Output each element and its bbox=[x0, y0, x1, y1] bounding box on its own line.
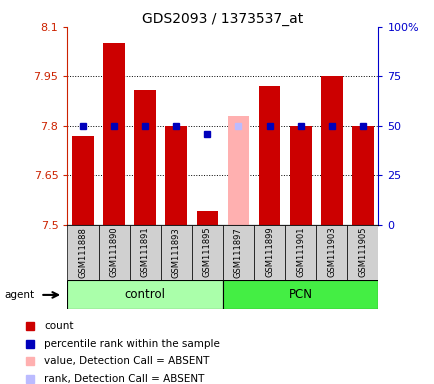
Text: GSM111901: GSM111901 bbox=[296, 227, 305, 277]
Text: GSM111903: GSM111903 bbox=[326, 227, 335, 278]
Bar bbox=[134, 89, 156, 225]
Bar bbox=[67, 225, 98, 280]
Text: value, Detection Call = ABSENT: value, Detection Call = ABSENT bbox=[44, 356, 209, 366]
Text: GSM111890: GSM111890 bbox=[109, 227, 118, 278]
Text: GSM111899: GSM111899 bbox=[264, 227, 273, 278]
Bar bbox=[165, 126, 187, 225]
Text: count: count bbox=[44, 321, 73, 331]
Bar bbox=[289, 126, 311, 225]
Title: GDS2093 / 1373537_at: GDS2093 / 1373537_at bbox=[142, 12, 303, 26]
Text: GSM111893: GSM111893 bbox=[171, 227, 181, 278]
Bar bbox=[285, 225, 316, 280]
Text: control: control bbox=[125, 288, 165, 301]
Bar bbox=[227, 116, 249, 225]
Text: GSM111888: GSM111888 bbox=[78, 227, 87, 278]
Bar bbox=[72, 136, 94, 225]
Text: rank, Detection Call = ABSENT: rank, Detection Call = ABSENT bbox=[44, 374, 204, 384]
Bar bbox=[351, 126, 373, 225]
Bar bbox=[129, 225, 161, 280]
Bar bbox=[161, 225, 191, 280]
Text: GSM111891: GSM111891 bbox=[140, 227, 149, 278]
Text: agent: agent bbox=[4, 290, 34, 300]
Bar bbox=[346, 225, 378, 280]
Text: GSM111897: GSM111897 bbox=[233, 227, 243, 278]
Bar bbox=[258, 86, 280, 225]
Text: GSM111895: GSM111895 bbox=[202, 227, 211, 278]
Bar bbox=[320, 76, 342, 225]
Text: percentile rank within the sample: percentile rank within the sample bbox=[44, 339, 219, 349]
Bar bbox=[222, 280, 378, 309]
Bar bbox=[316, 225, 347, 280]
Bar bbox=[67, 280, 222, 309]
Bar bbox=[191, 225, 223, 280]
Bar bbox=[103, 43, 125, 225]
Bar bbox=[222, 225, 253, 280]
Text: PCN: PCN bbox=[288, 288, 312, 301]
Bar bbox=[196, 212, 218, 225]
Bar bbox=[98, 225, 129, 280]
Bar bbox=[253, 225, 285, 280]
Text: GSM111905: GSM111905 bbox=[358, 227, 367, 277]
